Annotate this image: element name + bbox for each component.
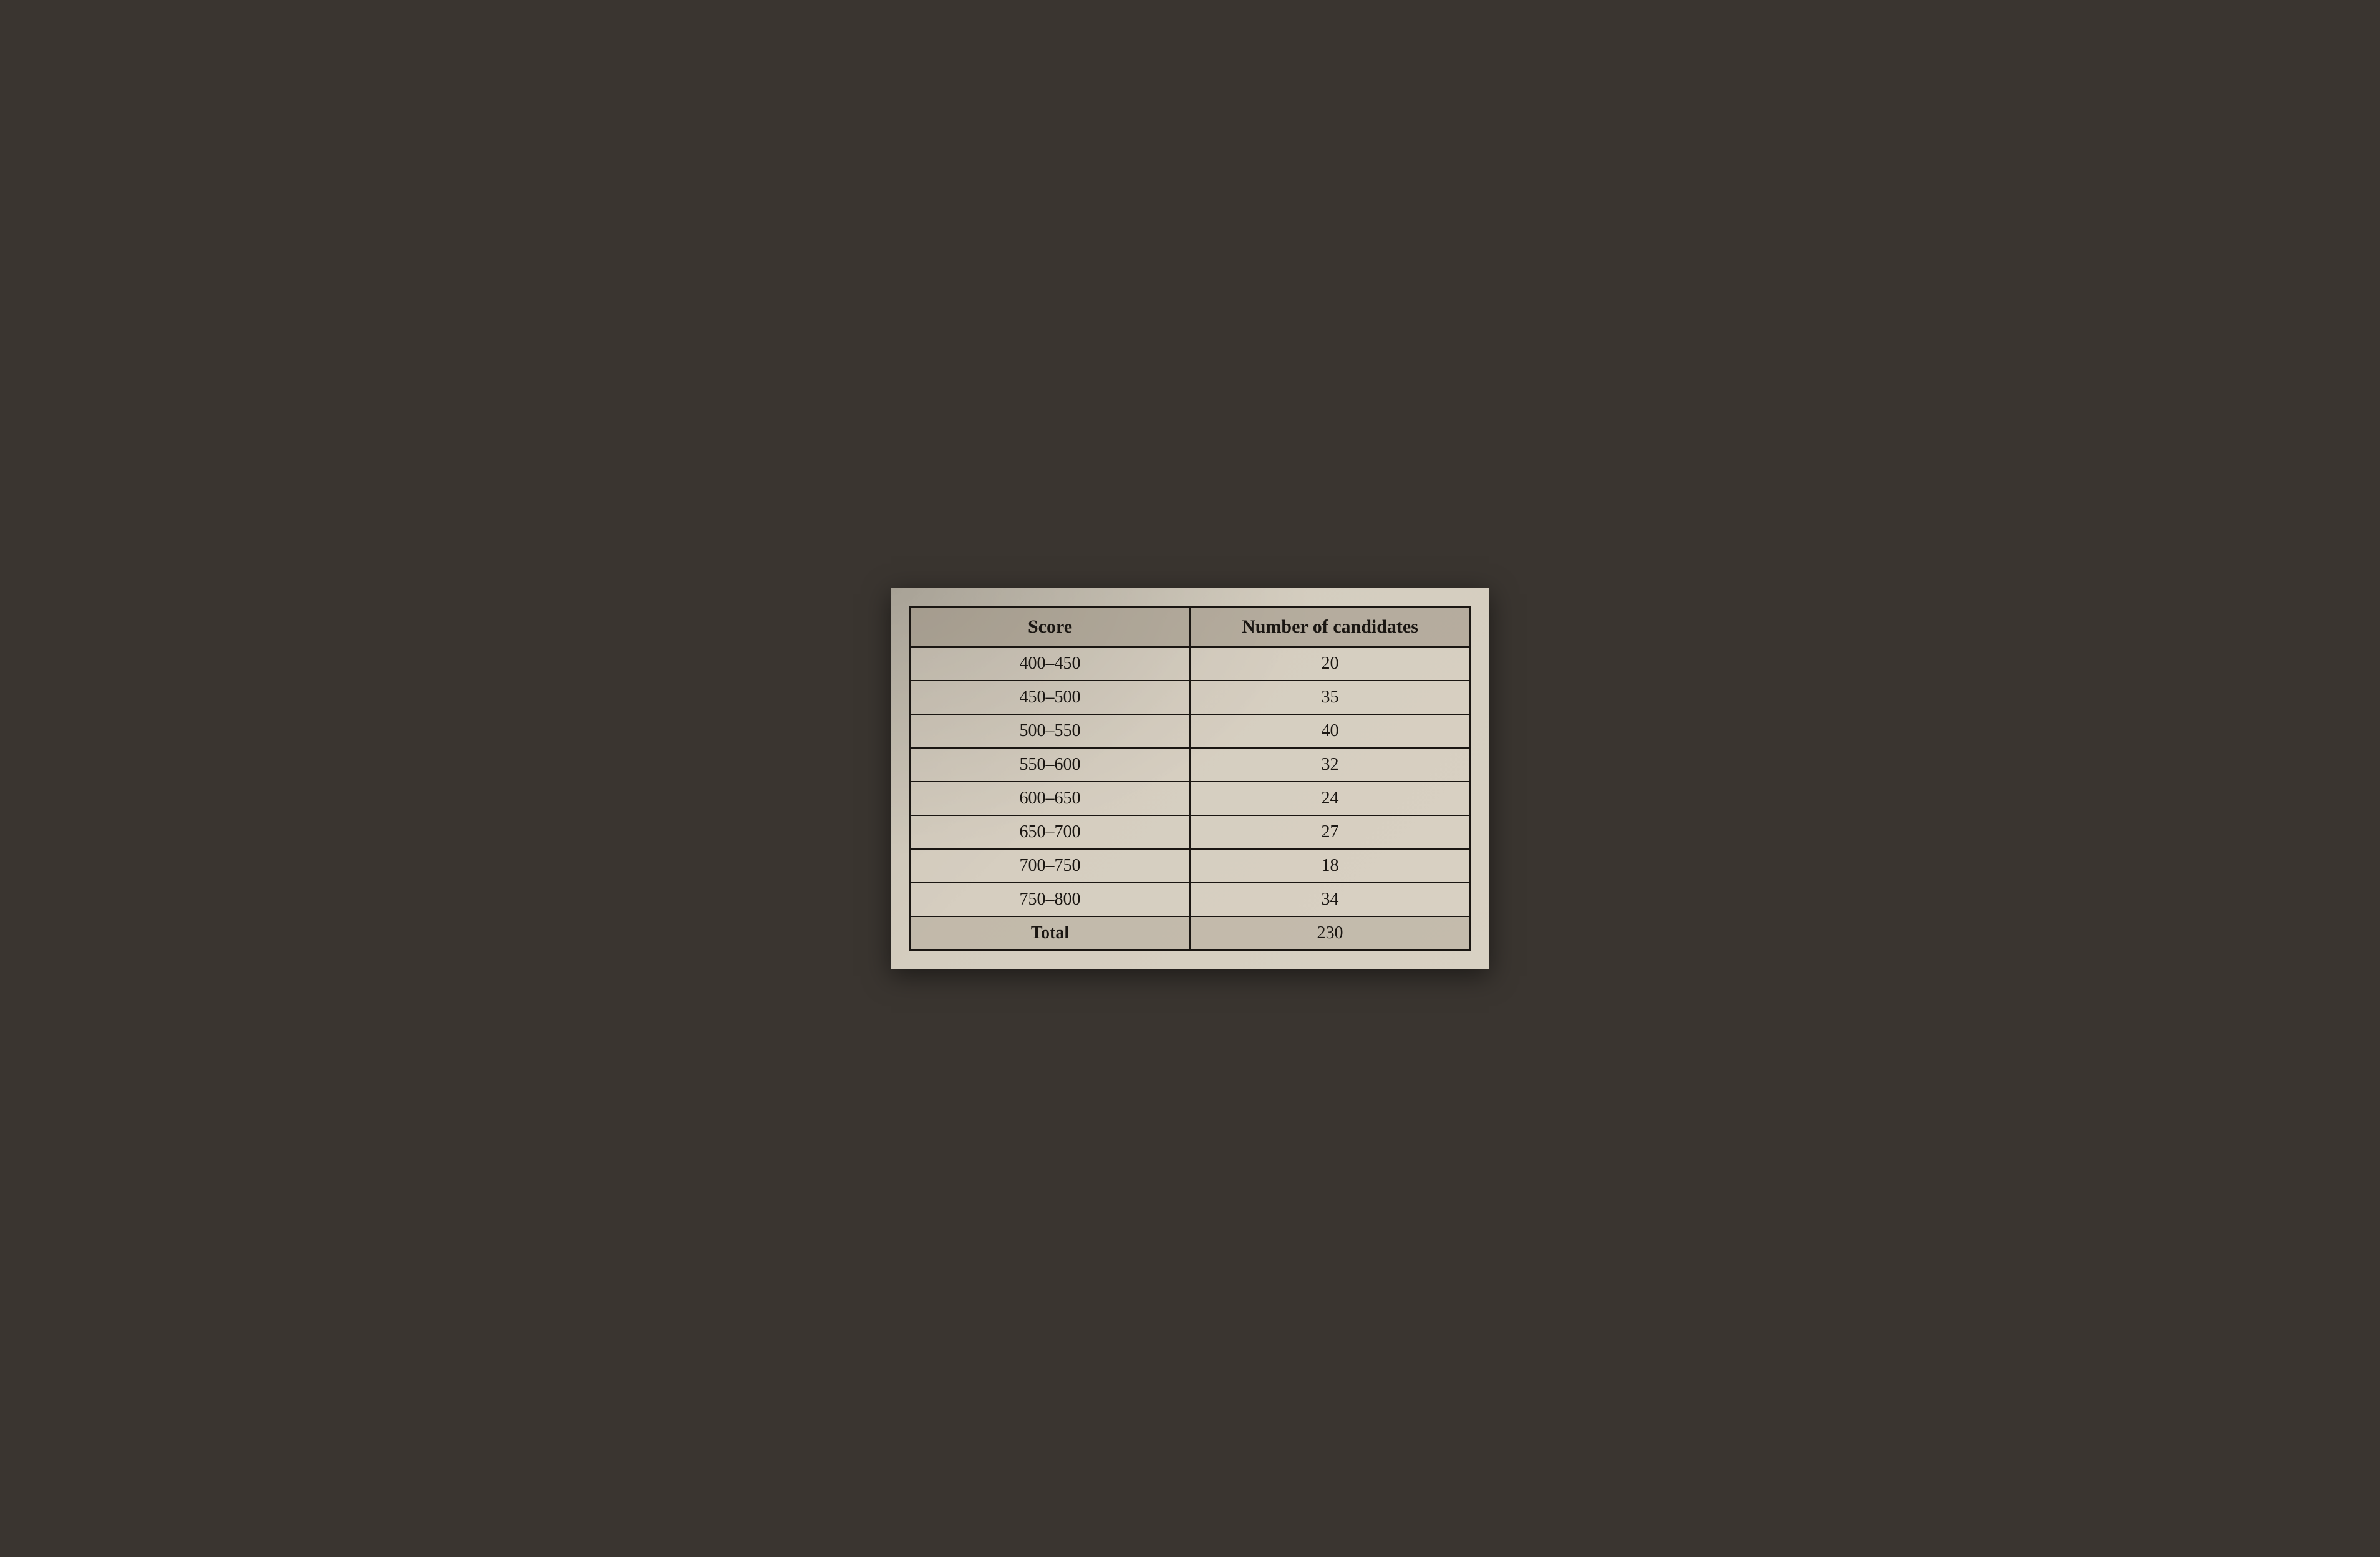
candidate-count: 27 xyxy=(1190,815,1470,849)
candidate-count: 32 xyxy=(1190,748,1470,782)
table-row: 750–800 34 xyxy=(910,883,1470,916)
score-table: Score Number of candidates 400–450 20 45… xyxy=(909,606,1471,951)
score-range: 550–600 xyxy=(910,748,1190,782)
table-row: 550–600 32 xyxy=(910,748,1470,782)
score-range: 600–650 xyxy=(910,782,1190,815)
total-label: Total xyxy=(910,916,1190,950)
candidate-count: 20 xyxy=(1190,647,1470,681)
score-range: 400–450 xyxy=(910,647,1190,681)
score-range: 700–750 xyxy=(910,849,1190,883)
score-range: 500–550 xyxy=(910,714,1190,748)
table-row: 650–700 27 xyxy=(910,815,1470,849)
table-row: 600–650 24 xyxy=(910,782,1470,815)
candidate-count: 24 xyxy=(1190,782,1470,815)
candidate-count: 40 xyxy=(1190,714,1470,748)
score-range: 650–700 xyxy=(910,815,1190,849)
column-header-score: Score xyxy=(910,607,1190,647)
total-value: 230 xyxy=(1190,916,1470,950)
candidate-count: 18 xyxy=(1190,849,1470,883)
score-range: 450–500 xyxy=(910,681,1190,714)
table-header-row: Score Number of candidates xyxy=(910,607,1470,647)
table-body: 400–450 20 450–500 35 500–550 40 550–600… xyxy=(910,647,1470,950)
table-row: 700–750 18 xyxy=(910,849,1470,883)
table-row: 450–500 35 xyxy=(910,681,1470,714)
table-total-row: Total 230 xyxy=(910,916,1470,950)
score-range: 750–800 xyxy=(910,883,1190,916)
page-container: Score Number of candidates 400–450 20 45… xyxy=(891,588,1489,969)
candidate-count: 34 xyxy=(1190,883,1470,916)
table-row: 400–450 20 xyxy=(910,647,1470,681)
table-row: 500–550 40 xyxy=(910,714,1470,748)
column-header-candidates: Number of candidates xyxy=(1190,607,1470,647)
candidate-count: 35 xyxy=(1190,681,1470,714)
